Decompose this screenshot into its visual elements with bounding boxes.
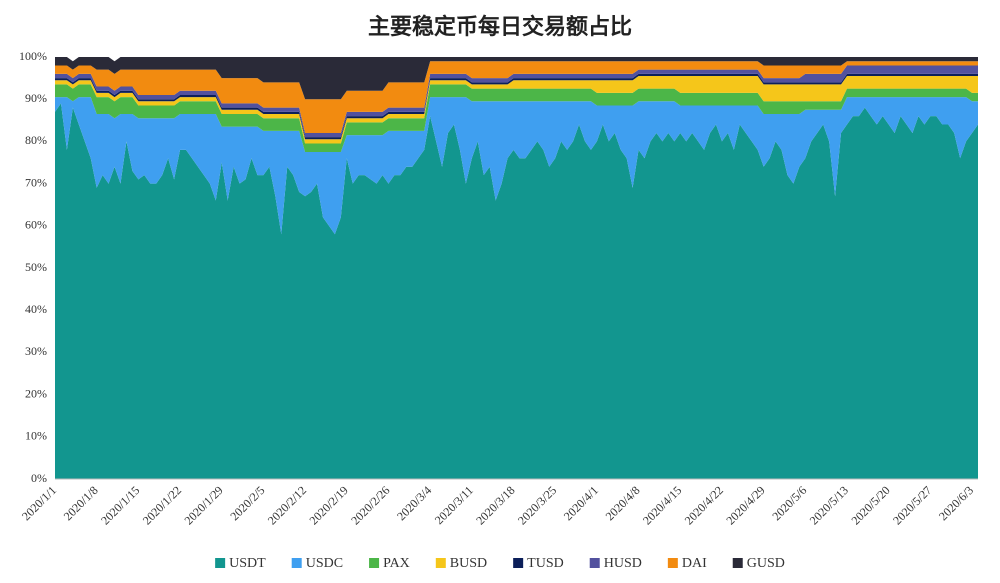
- y-tick-label: 20%: [25, 386, 47, 400]
- x-tick-label: 2020/4/29: [723, 483, 767, 527]
- y-tick-label: 60%: [25, 218, 47, 232]
- x-tick-label: 2020/4/8: [603, 483, 643, 523]
- legend-swatch: [369, 558, 380, 568]
- legend-label: PAX: [383, 556, 410, 571]
- x-tick-label: 2020/2/12: [265, 483, 309, 527]
- x-tick-label: 2020/3/18: [473, 483, 517, 527]
- y-tick-label: 40%: [25, 302, 47, 316]
- legend-label: HUSD: [604, 556, 642, 571]
- x-tick-label: 2020/1/15: [98, 483, 142, 527]
- x-tick-label: 2020/6/3: [936, 483, 976, 523]
- area: [55, 65, 978, 138]
- x-tick-label: 2020/1/1: [19, 483, 59, 523]
- legend-swatch: [435, 558, 446, 568]
- x-tick-label: 2020/4/15: [640, 483, 684, 527]
- x-tick-label: 2020/3/4: [394, 483, 434, 523]
- x-tick-label: 2020/2/5: [227, 483, 267, 523]
- area: [55, 57, 978, 100]
- legend-label: BUSD: [450, 556, 487, 571]
- area: [55, 61, 978, 133]
- x-tick-label: 2020/3/25: [515, 483, 559, 527]
- x-tick-label: 2020/4/22: [682, 483, 726, 527]
- legend-label: DAI: [682, 556, 707, 571]
- y-tick-label: 90%: [25, 91, 47, 105]
- area: [55, 75, 978, 144]
- x-tick-label: 2020/4/1: [561, 483, 601, 523]
- x-tick-label: 2020/1/29: [181, 483, 225, 527]
- legend-label: TUSD: [527, 556, 564, 571]
- x-tick-label: 2020/5/6: [769, 483, 809, 523]
- legend-label: USDC: [306, 556, 343, 571]
- legend-label: USDT: [229, 556, 266, 571]
- legend-swatch: [513, 558, 524, 568]
- area: [55, 103, 978, 480]
- chart-title: 主要稳定币每日交易额占比: [368, 14, 632, 40]
- x-tick-label: 2020/1/8: [61, 483, 101, 523]
- y-tick-label: 30%: [25, 344, 47, 358]
- x-tick-label: 2020/2/19: [307, 483, 351, 527]
- legend-swatch: [732, 558, 743, 568]
- y-tick-label: 10%: [25, 429, 47, 443]
- area: [55, 84, 978, 152]
- legend-swatch: [291, 558, 302, 568]
- x-tick-label: 2020/5/13: [807, 483, 851, 527]
- area: [55, 97, 978, 235]
- legend-label: GUSD: [747, 556, 785, 571]
- x-tick-label: 2020/5/27: [890, 483, 934, 527]
- y-tick-label: 50%: [25, 260, 47, 274]
- x-tick-label: 2020/3/11: [432, 483, 476, 527]
- x-tick-label: 2020/5/20: [848, 483, 892, 527]
- y-tick-label: 80%: [25, 133, 47, 147]
- x-tick-label: 2020/2/26: [348, 483, 392, 527]
- x-tick-label: 2020/1/22: [140, 483, 184, 527]
- legend-swatch: [215, 558, 226, 568]
- y-tick-label: 70%: [25, 175, 47, 189]
- y-tick-label: 0%: [31, 471, 47, 485]
- y-tick-label: 100%: [19, 49, 47, 63]
- legend-swatch: [589, 558, 600, 568]
- legend-swatch: [667, 558, 678, 568]
